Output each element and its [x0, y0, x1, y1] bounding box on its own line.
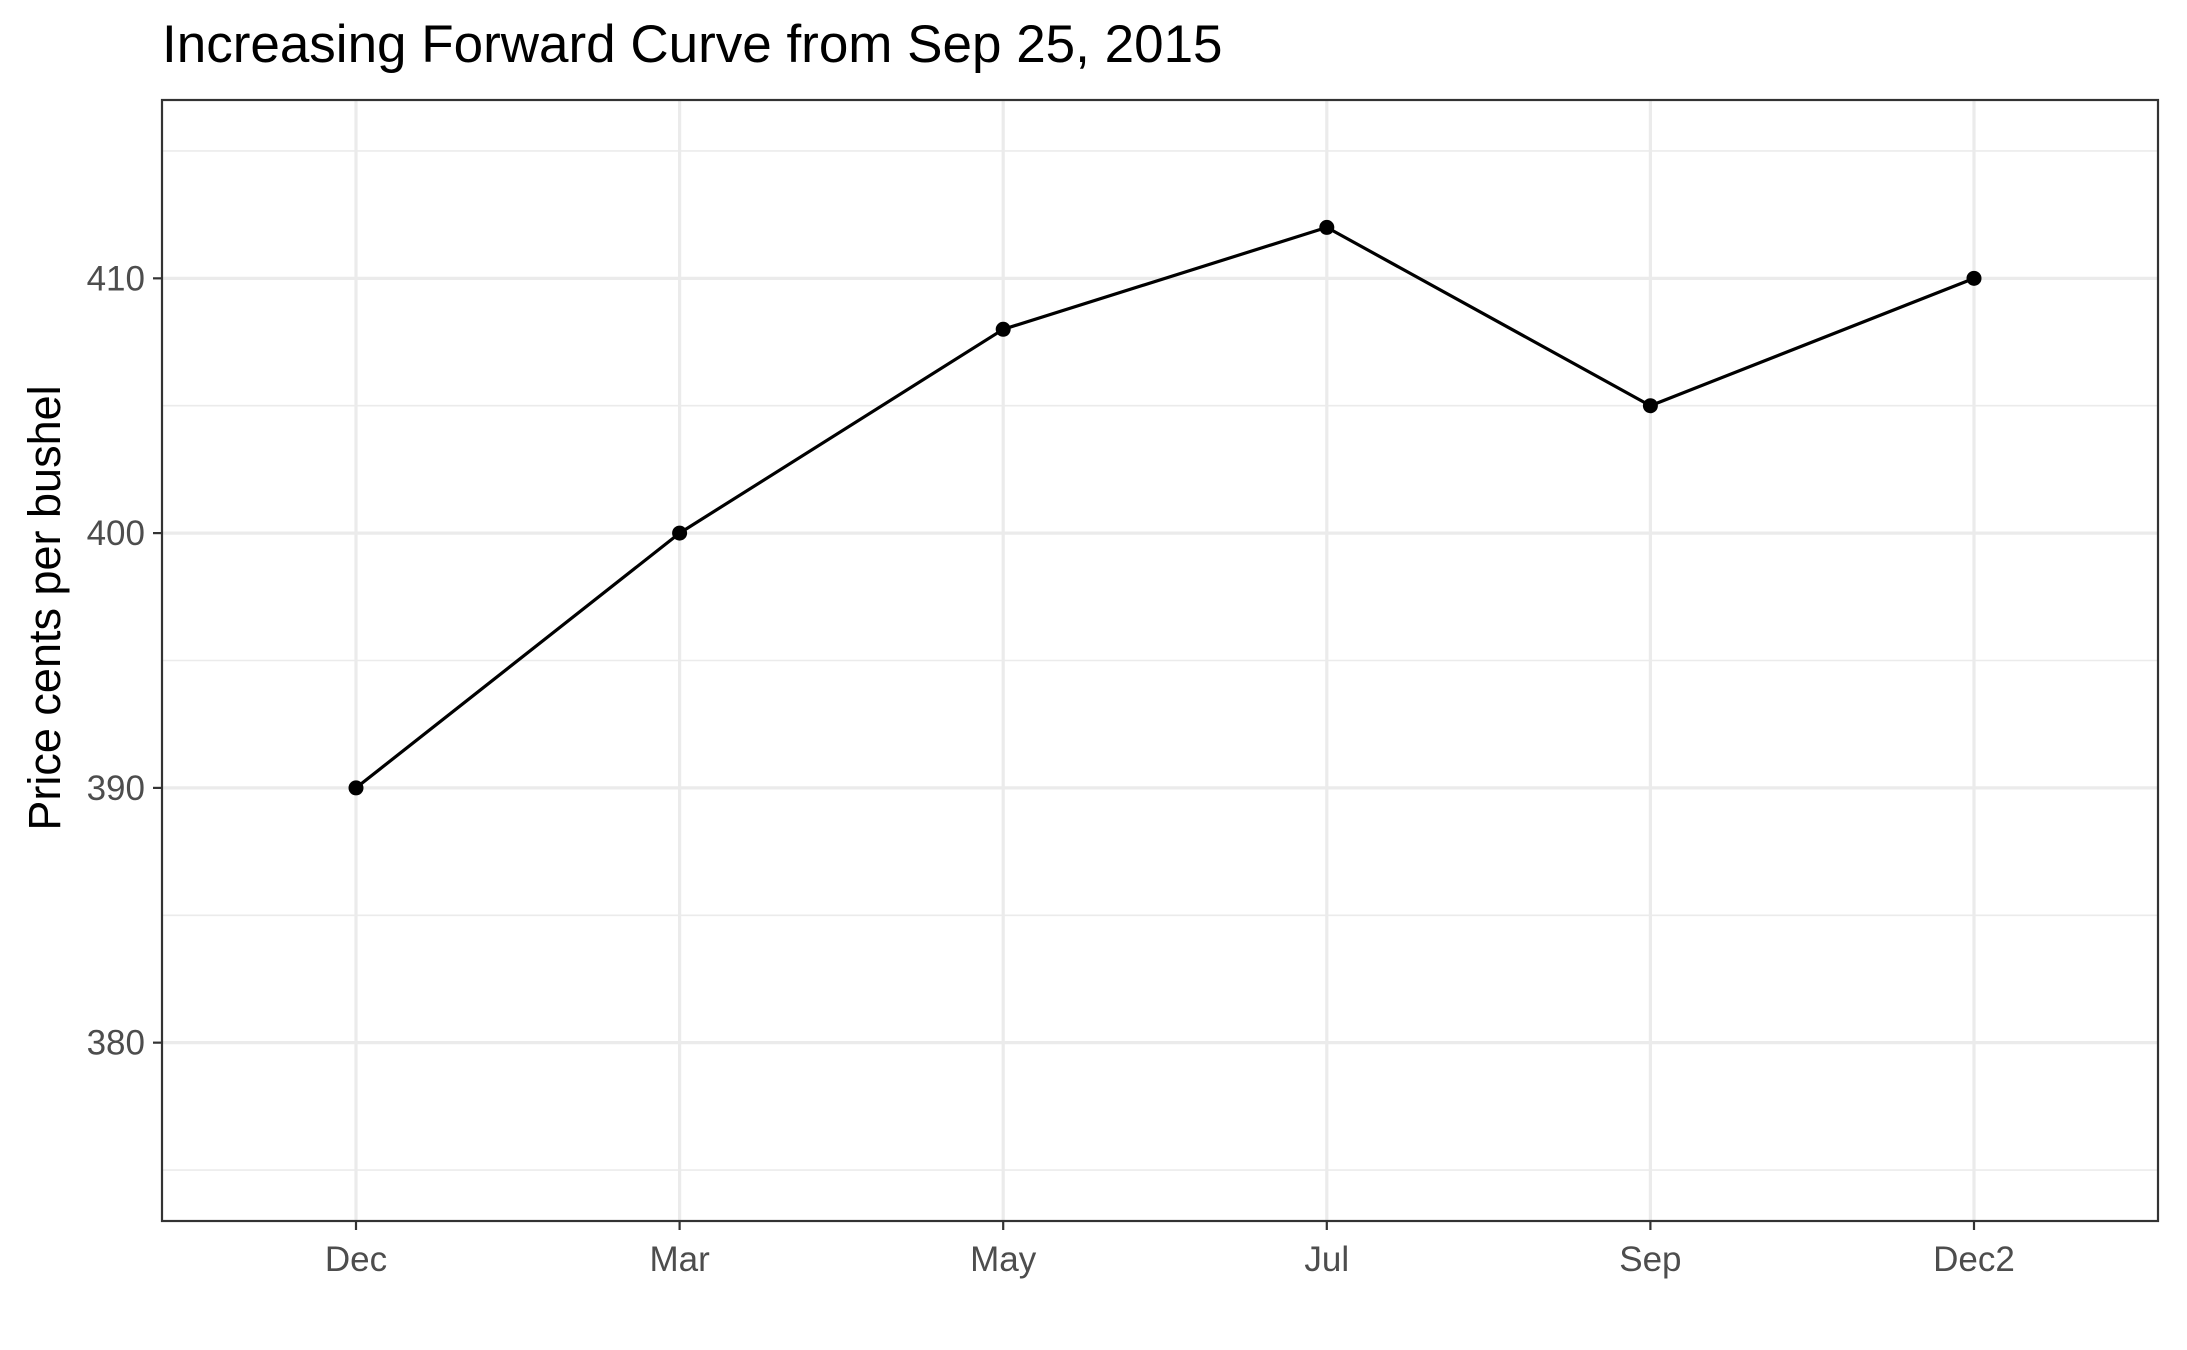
x-tick-label: Mar [649, 1240, 710, 1279]
y-tick-label: 390 [87, 769, 145, 808]
data-point [1642, 398, 1658, 414]
y-tick-label: 410 [87, 259, 145, 298]
x-tick-label: Dec2 [1933, 1240, 2015, 1279]
data-point [1966, 270, 1982, 286]
minor-gridlines [162, 150, 2158, 1171]
y-axis-ticks: 380 390 400 410 [87, 259, 162, 1063]
series-line [355, 225, 1975, 790]
x-tick-label: Dec [325, 1240, 387, 1279]
data-point [672, 525, 688, 541]
x-tick-label: Sep [1619, 1240, 1681, 1279]
x-tick-label: Jul [1304, 1240, 1349, 1279]
data-point [348, 780, 364, 796]
chart-title: Increasing Forward Curve from Sep 25, 20… [162, 15, 1223, 74]
x-axis-ticks: Dec Mar May Jul Sep Dec2 [325, 1221, 2015, 1279]
y-axis-title: Price cents per bushel [19, 385, 70, 830]
y-tick-label: 380 [87, 1024, 145, 1063]
y-tick-label: 400 [87, 514, 145, 553]
x-tick-label: May [970, 1240, 1037, 1279]
panel-border [160, 98, 2160, 1223]
series-layer [348, 219, 1982, 796]
data-point [995, 321, 1011, 337]
data-point [1319, 219, 1335, 235]
